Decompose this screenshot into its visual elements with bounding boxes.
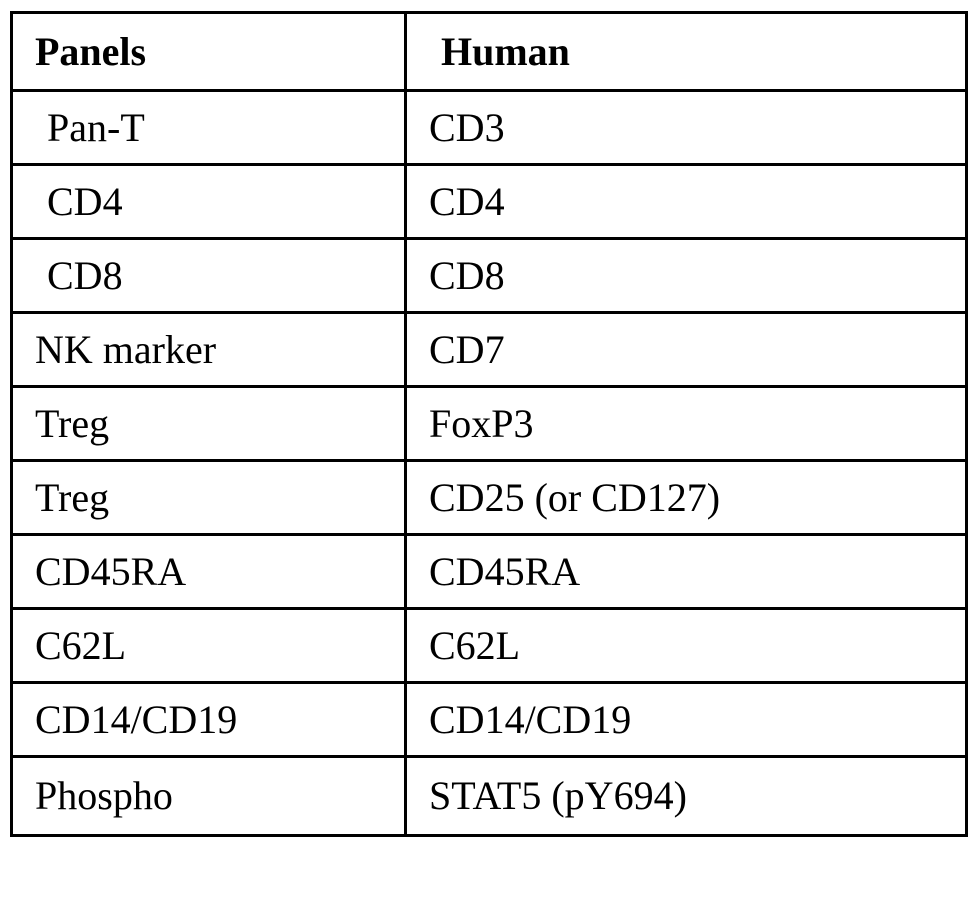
panel-cell: C62L [10,607,407,684]
header-row: Panels Human [10,11,968,92]
table-row: C62L C62L [10,607,968,684]
table-row: Treg CD25 (or CD127) [10,459,968,536]
human-marker-cell: CD7 [404,311,968,388]
panel-cell: Treg [10,385,407,462]
human-marker-cell: STAT5 (pY694) [404,755,968,837]
table-row: Pan-T CD3 [10,89,968,166]
table-body: Pan-T CD3 CD4 CD4 CD8 CD8 NK marker CD7 … [10,89,968,837]
marker-panel-table: Panels Human Pan-T CD3 CD4 CD4 CD8 CD8 N… [10,11,968,837]
column-header-human: Human [404,11,968,92]
human-marker-cell: CD3 [404,89,968,166]
panel-cell: CD4 [10,163,407,240]
human-marker-cell: FoxP3 [404,385,968,462]
table-row: CD45RA CD45RA [10,533,968,610]
table-row: CD4 CD4 [10,163,968,240]
panel-cell: Treg [10,459,407,536]
panel-cell: NK marker [10,311,407,388]
panel-cell: Phospho [10,755,407,837]
table-row: CD14/CD19 CD14/CD19 [10,681,968,758]
table-row: CD8 CD8 [10,237,968,314]
human-marker-cell: CD4 [404,163,968,240]
table-header: Panels Human [10,11,968,92]
human-marker-cell: CD14/CD19 [404,681,968,758]
human-marker-cell: CD25 (or CD127) [404,459,968,536]
panel-cell: CD45RA [10,533,407,610]
table-row: Phospho STAT5 (pY694) [10,755,968,837]
table-row: NK marker CD7 [10,311,968,388]
human-marker-cell: CD45RA [404,533,968,610]
human-marker-cell: C62L [404,607,968,684]
panel-cell: Pan-T [10,89,407,166]
panel-cell: CD8 [10,237,407,314]
column-header-panels: Panels [10,11,407,92]
human-marker-cell: CD8 [404,237,968,314]
panel-cell: CD14/CD19 [10,681,407,758]
table-row: Treg FoxP3 [10,385,968,462]
